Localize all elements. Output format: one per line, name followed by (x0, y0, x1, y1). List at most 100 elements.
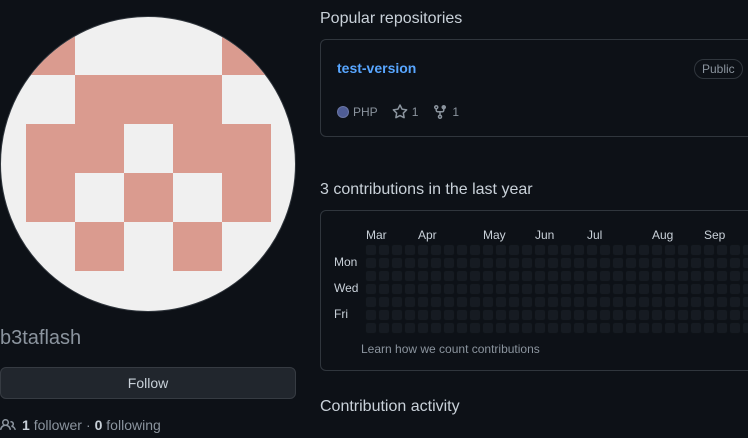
contribution-day[interactable] (404, 309, 416, 321)
contribution-day[interactable] (612, 257, 624, 269)
contribution-day[interactable] (599, 283, 611, 295)
contribution-day[interactable] (391, 322, 403, 334)
contribution-day[interactable] (430, 322, 442, 334)
contribution-day[interactable] (469, 296, 481, 308)
contribution-day[interactable] (729, 309, 741, 321)
contribution-day[interactable] (469, 283, 481, 295)
contribution-day[interactable] (729, 322, 741, 334)
contribution-day[interactable] (573, 309, 585, 321)
contribution-day[interactable] (391, 309, 403, 321)
contribution-day[interactable] (456, 283, 468, 295)
contribution-day[interactable] (391, 296, 403, 308)
contribution-day[interactable] (664, 244, 676, 256)
contribution-day[interactable] (482, 296, 494, 308)
contribution-day[interactable] (365, 296, 377, 308)
contribution-day[interactable] (677, 257, 689, 269)
contribution-day[interactable] (703, 296, 715, 308)
contribution-day[interactable] (716, 283, 728, 295)
contribution-day[interactable] (365, 244, 377, 256)
contribution-day[interactable] (742, 309, 748, 321)
contribution-day[interactable] (651, 322, 663, 334)
contribution-day[interactable] (599, 257, 611, 269)
contribution-day[interactable] (612, 309, 624, 321)
contribution-day[interactable] (612, 244, 624, 256)
contribution-day[interactable] (690, 309, 702, 321)
forks-link[interactable]: 1 (432, 104, 459, 120)
contribution-day[interactable] (742, 244, 748, 256)
contribution-day[interactable] (677, 296, 689, 308)
contribution-day[interactable] (404, 283, 416, 295)
contribution-day[interactable] (443, 283, 455, 295)
contribution-day[interactable] (495, 244, 507, 256)
contribution-day[interactable] (417, 283, 429, 295)
contribution-day[interactable] (586, 257, 598, 269)
contribution-day[interactable] (716, 296, 728, 308)
contribution-day[interactable] (534, 283, 546, 295)
contribution-day[interactable] (703, 270, 715, 282)
contribution-day[interactable] (560, 257, 572, 269)
contribution-day[interactable] (443, 244, 455, 256)
contribution-day[interactable] (690, 322, 702, 334)
contribution-day[interactable] (573, 257, 585, 269)
contribution-day[interactable] (378, 296, 390, 308)
contribution-day[interactable] (469, 244, 481, 256)
following-link[interactable]: 0 following (95, 417, 161, 433)
contribution-day[interactable] (482, 283, 494, 295)
contribution-day[interactable] (417, 296, 429, 308)
contribution-day[interactable] (664, 296, 676, 308)
contribution-day[interactable] (703, 322, 715, 334)
contribution-day[interactable] (417, 244, 429, 256)
contribution-day[interactable] (495, 270, 507, 282)
contribution-day[interactable] (430, 270, 442, 282)
contribution-day[interactable] (430, 283, 442, 295)
contribution-day[interactable] (508, 283, 520, 295)
contribution-day[interactable] (404, 322, 416, 334)
contribution-day[interactable] (612, 296, 624, 308)
contribution-day[interactable] (469, 322, 481, 334)
contribution-day[interactable] (716, 322, 728, 334)
contribution-day[interactable] (729, 283, 741, 295)
contribution-day[interactable] (599, 270, 611, 282)
contribution-day[interactable] (378, 309, 390, 321)
contribution-day[interactable] (703, 309, 715, 321)
contribution-day[interactable] (378, 322, 390, 334)
contribution-day[interactable] (430, 296, 442, 308)
contribution-day[interactable] (521, 257, 533, 269)
contribution-day[interactable] (430, 257, 442, 269)
contribution-day[interactable] (573, 296, 585, 308)
repo-name-link[interactable]: test-version (337, 60, 417, 76)
contribution-day[interactable] (378, 270, 390, 282)
contribution-day[interactable] (703, 283, 715, 295)
contribution-day[interactable] (404, 296, 416, 308)
contribution-day[interactable] (599, 296, 611, 308)
contribution-day[interactable] (638, 322, 650, 334)
contribution-day[interactable] (664, 322, 676, 334)
contribution-day[interactable] (495, 322, 507, 334)
contribution-day[interactable] (651, 296, 663, 308)
contribution-day[interactable] (586, 283, 598, 295)
contribution-day[interactable] (365, 270, 377, 282)
contribution-day[interactable] (677, 270, 689, 282)
contribution-day[interactable] (560, 309, 572, 321)
contribution-day[interactable] (391, 270, 403, 282)
contribution-day[interactable] (573, 244, 585, 256)
contribution-day[interactable] (482, 322, 494, 334)
contribution-day[interactable] (573, 270, 585, 282)
contribution-day[interactable] (560, 322, 572, 334)
contribution-day[interactable] (430, 244, 442, 256)
contribution-day[interactable] (651, 257, 663, 269)
contribution-day[interactable] (729, 257, 741, 269)
contribution-day[interactable] (638, 309, 650, 321)
contribution-day[interactable] (534, 244, 546, 256)
contribution-day[interactable] (703, 244, 715, 256)
contribution-day[interactable] (690, 244, 702, 256)
contribution-day[interactable] (677, 244, 689, 256)
contribution-day[interactable] (690, 283, 702, 295)
contribution-day[interactable] (443, 257, 455, 269)
contribution-day[interactable] (638, 296, 650, 308)
contribution-day[interactable] (742, 322, 748, 334)
contribution-day[interactable] (456, 296, 468, 308)
contribution-day[interactable] (391, 283, 403, 295)
contribution-day[interactable] (508, 270, 520, 282)
contribution-day[interactable] (547, 296, 559, 308)
